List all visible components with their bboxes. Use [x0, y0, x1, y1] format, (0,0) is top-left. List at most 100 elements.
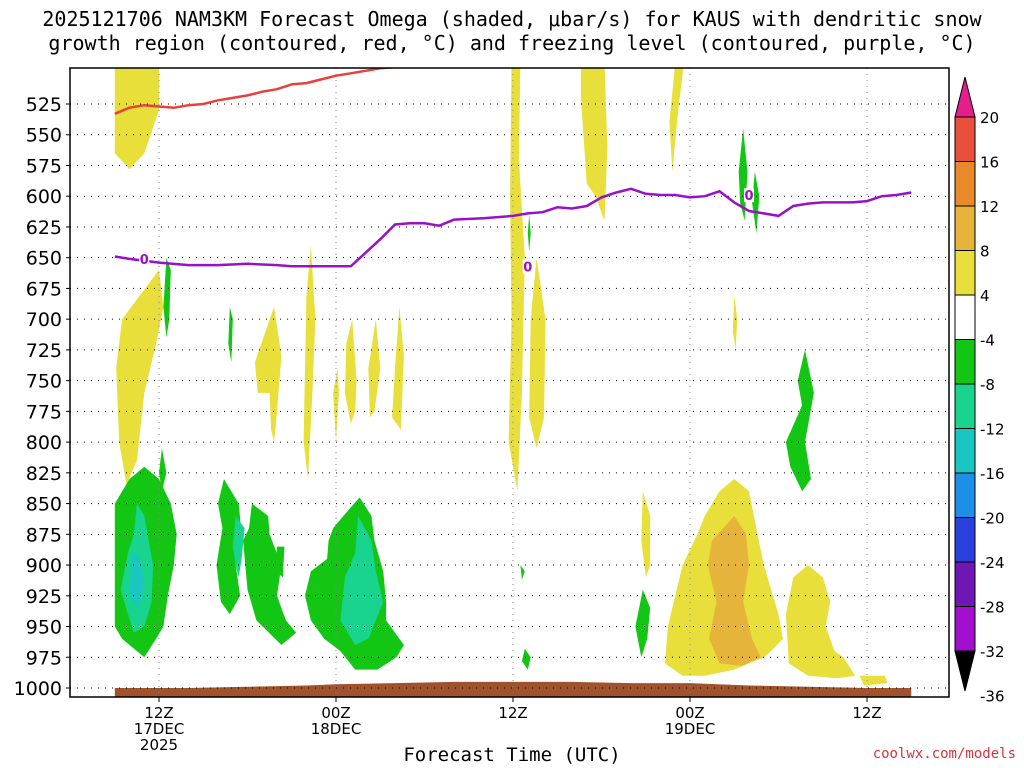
chart-title-line-1: 2025121706 NAM3KM Forecast Omega (shaded… [42, 7, 982, 31]
omega-region-18 [716, 540, 724, 551]
y-tick-label-775: 775 [26, 401, 62, 423]
x-tick-label-54-0: 12Z [852, 704, 881, 722]
colorbar-label-12: 12 [980, 198, 999, 216]
y-tick-label-575: 575 [26, 155, 62, 177]
y-tick-label-900: 900 [26, 555, 62, 577]
freezing-label-bg-0 [139, 252, 150, 267]
omega-region-3 [303, 245, 316, 479]
y-tick-label-600: 600 [26, 186, 62, 208]
y-tick-label-750: 750 [26, 371, 62, 393]
colorbar-label--24: -24 [980, 554, 1005, 572]
colorbar-bottom-arrow [954, 650, 976, 692]
omega-region-33 [785, 349, 814, 492]
x-tick-label-6-2: 2025 [140, 736, 178, 754]
omega-shading-layer [114, 68, 912, 697]
colorbar-box-0 [954, 116, 976, 162]
colorbar-label--20: -20 [980, 510, 1005, 528]
y-tick-label-700: 700 [26, 309, 62, 331]
axis-layer: 525 550 575 600 625 650 675 700 725 750 775 800 825 8… [14, 94, 882, 754]
colorbar-top-arrow [954, 76, 976, 118]
omega-region-10 [580, 68, 608, 221]
x-tick-label-42-0: 00Z [675, 704, 704, 722]
y-tick-label-675: 675 [26, 278, 62, 300]
freezing-level-label-2: 0 [744, 189, 753, 204]
omega-region-15 [785, 565, 856, 679]
colorbar-box-8 [954, 472, 976, 518]
colorbar-box-5 [954, 339, 976, 385]
x-tick-label-18-1: 18DEC [311, 720, 362, 738]
colorbar-label--4: -4 [980, 332, 995, 350]
y-tick-label-925: 925 [26, 586, 62, 608]
colorbar-box-4 [954, 294, 976, 340]
colorbar-box-3 [954, 250, 976, 296]
omega-region-16 [859, 675, 888, 686]
omega-region-4 [344, 319, 357, 424]
y-tick-label-850: 850 [26, 494, 62, 516]
freezing-level-label-1: 0 [523, 261, 532, 276]
colorbar-box-2 [954, 205, 976, 251]
dgz-contour-line [114, 68, 397, 115]
omega-region-25 [275, 546, 285, 578]
chart-title-line-2: growth region (contoured, red, °C) and f… [48, 31, 976, 55]
omega-region-11 [669, 68, 684, 172]
omega-region-0 [114, 68, 159, 170]
omega-region-1 [116, 270, 164, 486]
site-credit: coolwx.com/models [872, 746, 1016, 762]
colorbar-box-11 [954, 606, 976, 652]
y-tick-label-1000: 1000 [14, 678, 62, 700]
colorbar-label-16: 16 [980, 154, 999, 172]
omega-region-13 [732, 294, 738, 350]
colorbar-box-7 [954, 428, 976, 474]
x-tick-label-42-1: 19DEC [665, 720, 716, 738]
plot-frame [69, 67, 950, 698]
freezing-label-bg-1 [522, 259, 533, 274]
omega-region-24 [243, 503, 297, 645]
omega-region-23 [216, 479, 242, 615]
colorbar-box-10 [954, 561, 976, 607]
x-tick-label-18-0: 00Z [321, 704, 350, 722]
y-tick-label-725: 725 [26, 340, 62, 362]
omega-region-37 [129, 552, 145, 609]
colorbar-box-1 [954, 161, 976, 207]
freezing-label-bg-2 [744, 188, 754, 203]
y-tick-label-875: 875 [26, 524, 62, 546]
x-axis-label: Forecast Time (UTC) [403, 744, 621, 766]
omega-region-35 [232, 515, 245, 578]
omega-region-27 [521, 648, 531, 670]
omega-region-2 [254, 306, 282, 443]
omega-region-6 [392, 306, 404, 430]
y-tick-label-950: 950 [26, 617, 62, 639]
y-tick-label-625: 625 [26, 217, 62, 239]
colorbar-box-9 [954, 517, 976, 563]
colorbar-label-4: 4 [980, 287, 990, 305]
y-tick-label-825: 825 [26, 463, 62, 485]
colorbar-label-8: 8 [980, 243, 990, 261]
colorbar-label-20: 20 [980, 109, 999, 127]
y-tick-label-550: 550 [26, 125, 62, 147]
omega-region-32 [520, 565, 525, 580]
omega-region-17 [707, 515, 761, 666]
colorbar-label--28: -28 [980, 599, 1005, 617]
omega-region-7 [333, 368, 339, 443]
colorbar-label--16: -16 [980, 465, 1005, 483]
omega-region-20 [228, 306, 233, 363]
colorbar-label--12: -12 [980, 421, 1005, 439]
omega-region-30 [752, 171, 760, 234]
omega-region-36 [340, 515, 384, 645]
omega-region-31 [527, 214, 531, 252]
y-tick-label-525: 525 [26, 94, 62, 116]
colorbar: 20 16 12 8 4 -4 -8 -12 -16 -20 -24 -28 -32 -36 [954, 76, 1005, 706]
y-tick-label-650: 650 [26, 248, 62, 270]
omega-region-28 [635, 589, 651, 658]
colorbar-label--8: -8 [980, 376, 995, 394]
omega-region-12 [641, 491, 651, 578]
y-tick-label-975: 975 [26, 647, 62, 669]
x-tick-label-6-1: 17DEC [134, 720, 185, 738]
omega-region-21 [159, 448, 167, 492]
x-tick-label-6-0: 12Z [144, 704, 173, 722]
freezing-level-line [114, 187, 912, 268]
x-tick-label-30-0: 12Z [498, 704, 527, 722]
y-tick-label-800: 800 [26, 432, 62, 454]
omega-region-9 [529, 257, 546, 449]
